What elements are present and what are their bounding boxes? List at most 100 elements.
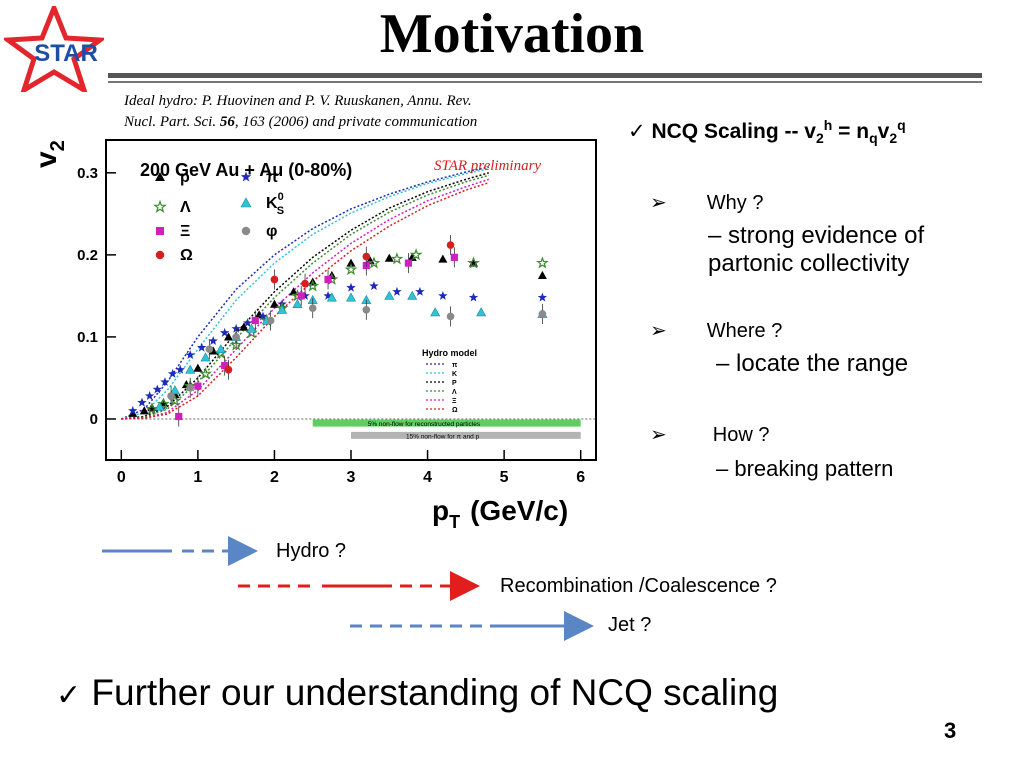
data-point [185,364,196,374]
data-point [229,338,243,351]
answer-how: – breaking pattern [716,456,894,481]
data-point [438,254,448,263]
hydro-curve [121,166,489,420]
data-point [407,252,417,261]
data-point [137,397,147,407]
data-point [277,304,288,314]
legend-label: Λ [180,199,191,216]
legend-label: φ [266,223,277,240]
data-point [185,350,195,359]
data-point [167,368,178,378]
legend-label: Ξ [180,223,190,240]
data-point [306,279,320,292]
data-point [438,290,448,300]
data-point [344,262,358,276]
data-point [144,391,155,401]
hydro-curve [121,174,490,420]
nonflow-band-label: 5% non-flow for reconstructed particles [368,421,481,428]
data-point [246,323,257,333]
scenario-arrows [102,536,594,641]
y-tick-label: 0 [90,411,98,428]
data-point [199,367,212,380]
data-point [390,252,404,265]
data-point [384,253,394,262]
data-point [324,275,332,284]
legend-label: Ω [180,247,193,264]
data-point [362,252,371,261]
data-point [446,312,455,321]
x-tick-label: 6 [576,469,585,486]
citation-line-1: Ideal hydro: P. Huovinen and P. V. Ruusk… [124,93,472,109]
data-point [384,290,395,300]
data-point [175,364,185,374]
data-point [219,327,230,337]
data-point [194,382,202,390]
data-point [156,227,164,235]
chart-title: 200 GeV Au + Au (0-80%) [140,160,352,180]
data-point [430,307,441,317]
hydro-legend-title: Hydro model [422,348,477,358]
data-point [467,256,480,269]
question-why: Why ? [706,192,764,214]
title-rule [108,73,982,78]
x-tick-label: 5 [500,469,509,486]
data-point [241,226,251,236]
hydro-legend-label: K [452,371,457,378]
v2-chart: v2 pT (GeV/c) 0 1 2 3 4 5 6 0 0.1 0.2 0.3 5% non-flo… [30,139,597,532]
data-point [326,292,337,302]
data-point [301,279,309,288]
hydro-legend-label: P [452,380,457,387]
legend-label: π [266,169,278,186]
data-point [536,256,549,269]
data-point [404,259,413,267]
data-point [270,275,279,284]
data-point [239,322,249,331]
data-point [205,345,214,354]
data-point [145,402,159,415]
data-point [258,311,268,321]
data-point [289,287,299,296]
nonflow-band [312,419,581,427]
data-point [269,299,279,308]
data-point [476,307,487,317]
data-point [155,172,165,181]
y-axis-label: v2 [30,140,69,168]
data-point [193,363,203,372]
data-point [251,316,259,325]
x-tick-label: 1 [193,469,202,486]
data-point [221,362,229,370]
data-point [537,270,547,279]
bullet-where: ➢ Where ? [650,320,783,342]
data-point [154,401,165,411]
data-point [160,377,170,387]
data-point [266,316,275,325]
data-point [224,332,233,341]
data-point [242,318,253,327]
star-logo-text: STAR [34,40,98,67]
bullet-why: ➢ Why ? [650,192,764,214]
jet-label: Jet ? [608,614,652,636]
data-point [367,256,381,269]
y-tick-label: 0.1 [77,329,98,346]
recombination-label: Recombination /Coalescence ? [500,575,777,597]
data-point [200,352,211,362]
bullet-how: ➢ How ? [650,424,770,446]
page-number: 3 [944,718,957,743]
plot-area: 0 1 2 3 4 5 6 0 0.1 0.2 0.3 5% non-flow for reconst… [77,139,597,486]
ncq-scaling-heading: ✓ NCQ Scaling -- v2h = nqv2q [628,117,906,147]
data-point [300,290,310,300]
data-point [308,304,317,313]
answer-where: – locate the range [716,350,909,377]
data-point [409,248,423,261]
data-point [446,241,455,249]
title-rule-thin [108,81,982,83]
conclusion-bullet: ✓ Further our understanding of NCQ scali… [56,672,779,713]
data-point [240,171,252,182]
data-point [292,298,303,309]
data-point [128,405,138,415]
data-point [215,344,226,354]
conclusion-text: Further our understanding of NCQ scaling [91,672,779,713]
data-point [369,281,379,291]
x-tick-label: 2 [270,469,279,486]
citation: Ideal hydro: P. Huovinen and P. V. Ruusk… [124,91,477,133]
